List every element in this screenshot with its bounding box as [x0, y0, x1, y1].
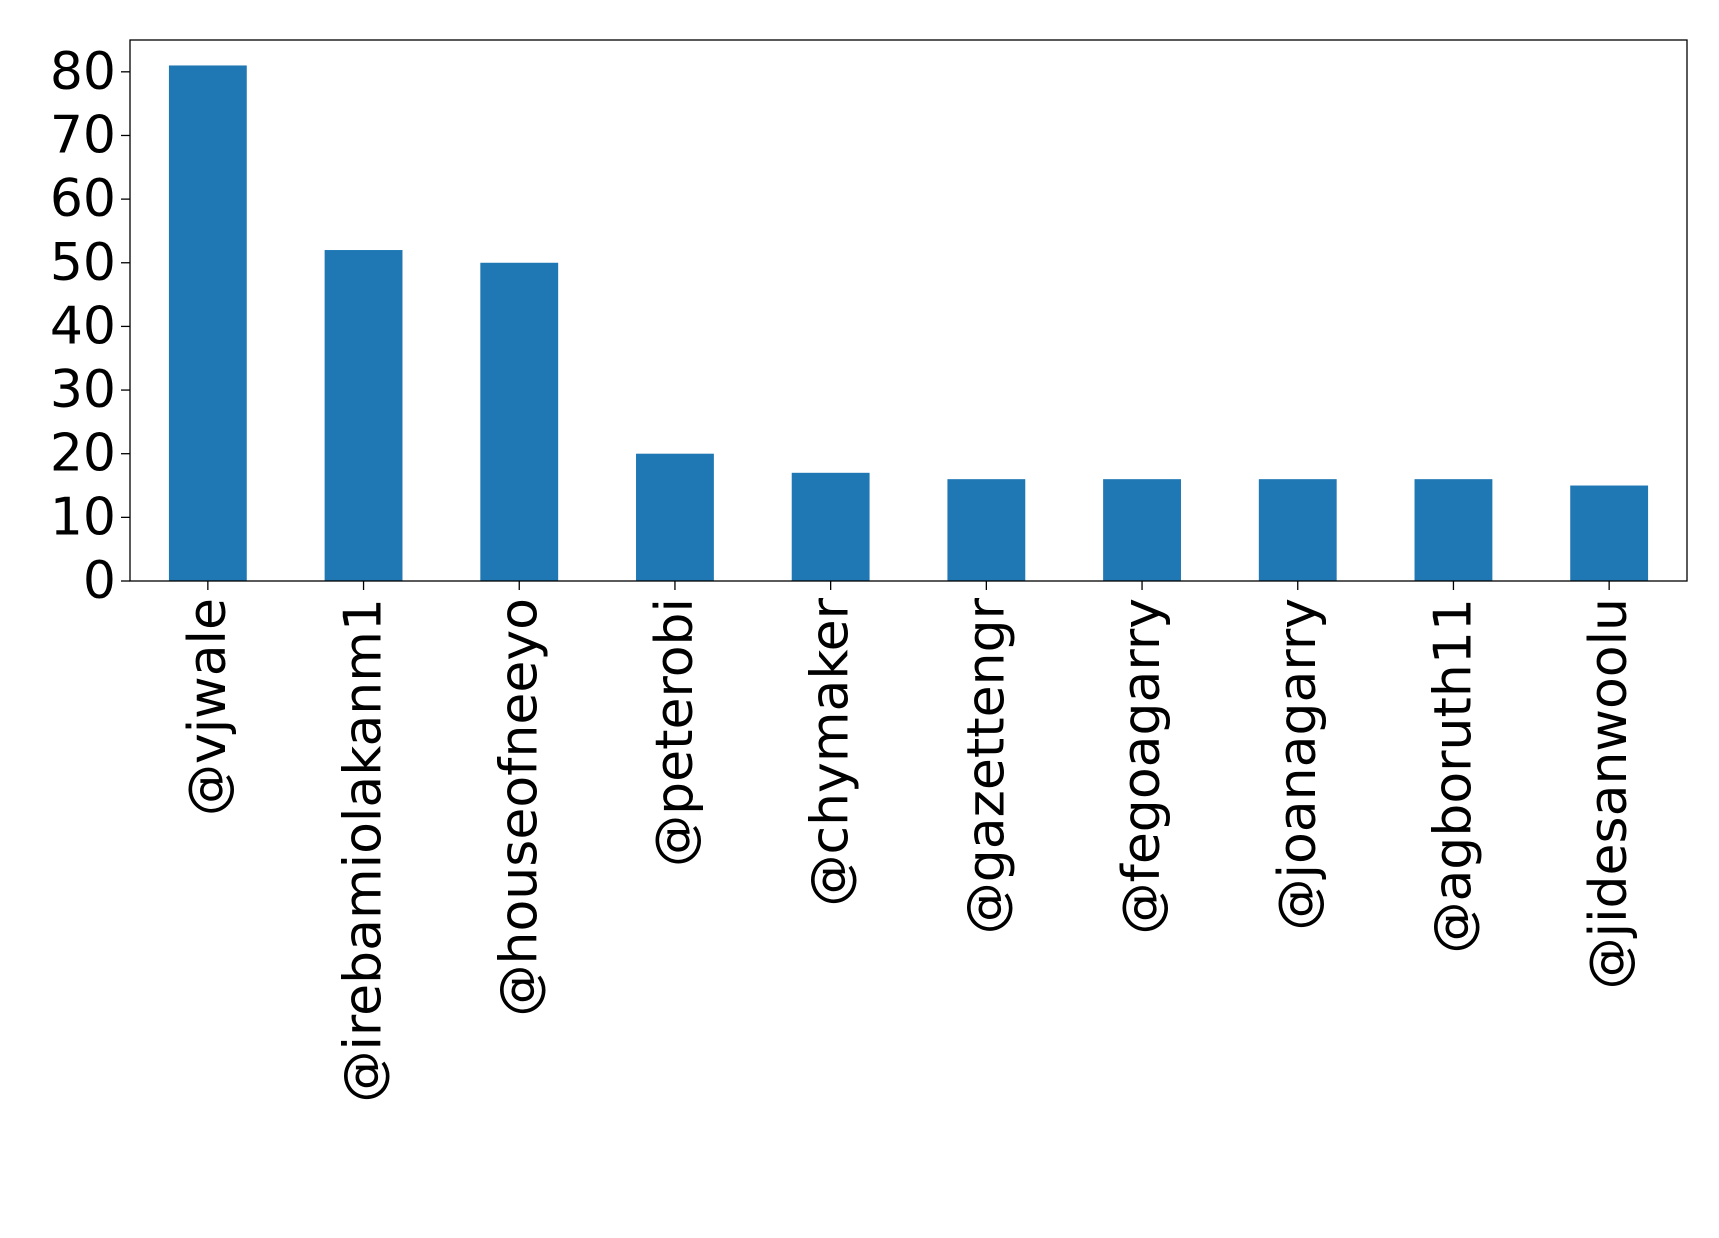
- x-tick-label: @jidesanwoolu: [1579, 598, 1639, 989]
- x-tick-label: @peterobi: [645, 598, 705, 867]
- y-tick-label: 20: [50, 424, 116, 484]
- bar: [791, 472, 870, 581]
- x-tick-label: @irebamiolakanm1: [334, 598, 394, 1103]
- x-axis: @vjwale @irebamiolakanm1 @houseofneeyo @pet…: [178, 581, 1639, 1103]
- bar: [168, 65, 247, 582]
- bar: [1570, 485, 1649, 581]
- bar: [636, 453, 714, 581]
- bar: [1258, 479, 1337, 581]
- y-tick-label: 60: [50, 169, 116, 229]
- x-tick-label: @fegoagarry: [1112, 598, 1172, 934]
- y-tick-label: 80: [50, 42, 116, 102]
- x-tick-label: @gazettengr: [956, 597, 1016, 934]
- y-tick-label: 10: [50, 487, 116, 547]
- y-tick-label: 70: [50, 105, 116, 165]
- bar: [947, 479, 1026, 581]
- y-tick-label: 50: [50, 233, 116, 293]
- x-tick-label: @chymaker: [801, 597, 861, 906]
- plot-frame: [129, 39, 1688, 582]
- bar: [480, 262, 559, 581]
- x-tick-label: @vjwale: [178, 598, 238, 816]
- bar: [1103, 479, 1181, 581]
- bar: [324, 250, 403, 582]
- x-tick-label: @houseofneeyo: [489, 598, 549, 1016]
- y-tick-label: 30: [50, 360, 116, 420]
- x-tick-label: @agboruth11: [1423, 598, 1483, 954]
- x-tick-label: @joanagarry: [1268, 598, 1328, 930]
- y-tick-label: 40: [50, 296, 116, 356]
- bars-layer: [168, 65, 1649, 582]
- bar: [1414, 479, 1493, 581]
- y-tick-label: 0: [83, 551, 116, 611]
